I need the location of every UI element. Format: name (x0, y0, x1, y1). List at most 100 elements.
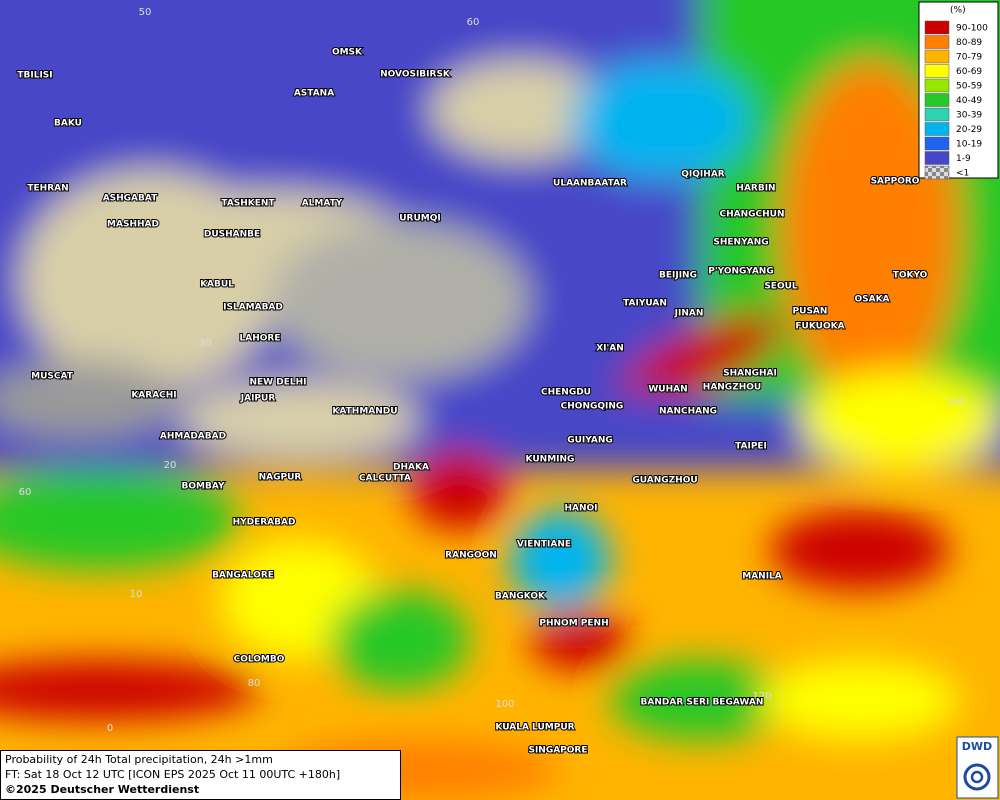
city-label: TAIYUAN (623, 299, 667, 309)
legend-swatch (924, 122, 950, 136)
legend-swatch (924, 107, 950, 122)
city-label: TASHKENT (221, 199, 275, 209)
city-label: ALMATY (302, 199, 343, 209)
legend-swatch (924, 64, 950, 78)
legend-swatch (924, 35, 950, 49)
city-label: NEW DELHI (250, 378, 307, 388)
grid-label: 60 (467, 17, 480, 28)
city-label: NAGPUR (259, 473, 302, 483)
city-label: BANGALORE (212, 571, 274, 581)
city-label: TEHRAN (27, 184, 68, 194)
city-label: MASHHAD (107, 220, 159, 230)
city-label: GUANGZHOU (632, 476, 697, 486)
grid-label: 0 (107, 723, 113, 734)
grid-label: 50 (139, 7, 152, 18)
city-label: KATHMANDU (332, 407, 397, 417)
city-label: HANGZHOU (703, 383, 761, 393)
city-label: COLOMBO (234, 655, 285, 665)
grid-label: 120 (752, 691, 771, 702)
city-label: KARACHI (131, 391, 176, 401)
footer-box (0, 750, 401, 800)
footer-line: FT: Sat 18 Oct 12 UTC [ICON EPS 2025 Oct… (5, 768, 340, 781)
city-label: ULAANBAATAR (553, 179, 627, 189)
city-label: KUALA LUMPUR (495, 723, 574, 733)
legend-swatch (924, 93, 950, 107)
legend-swatch (924, 151, 950, 165)
legend-swatch (924, 78, 950, 93)
city-label: BANDAR SERI BEGAWAN (641, 698, 764, 708)
city-label: TBILISI (17, 71, 52, 81)
city-label: FUKUOKA (795, 322, 844, 332)
legend-unit: (%) (950, 6, 966, 16)
city-label: CHANGCHUN (720, 210, 785, 220)
city-label: NANCHANG (659, 407, 717, 417)
city-label: SHENYANG (713, 238, 768, 248)
city-label: CHENGDU (541, 388, 591, 398)
legend-swatch (924, 136, 950, 151)
city-label: NOVOSIBIRSK (380, 70, 451, 80)
legend-swatch (924, 49, 950, 64)
city-label: XI'AN (596, 344, 624, 354)
city-label: JAIPUR (240, 394, 276, 404)
legend-label: 80-89 (956, 38, 982, 48)
city-label: DUSHANBE (204, 230, 260, 240)
city-label: DHAKA (393, 463, 429, 473)
city-label: BAKU (54, 119, 82, 129)
city-label: TAIPEI (735, 442, 767, 452)
legend-label: 10-19 (956, 140, 982, 150)
grid-label: 60 (19, 487, 32, 498)
city-label: GUIYANG (567, 436, 613, 446)
legend-label: 30-39 (956, 111, 982, 121)
city-label: OMSK (332, 48, 363, 58)
legend-swatch (924, 165, 950, 180)
footer-line: Probability of 24h Total precipitation, … (5, 753, 273, 766)
city-label: ASHGABAT (103, 194, 158, 204)
city-label: CHONGQING (561, 402, 624, 412)
city-label: MANILA (742, 572, 782, 582)
legend-label: 60-69 (956, 67, 982, 77)
city-label: HANOI (564, 504, 597, 514)
city-label: BEIJING (659, 271, 697, 281)
city-label: HYDERABAD (233, 518, 296, 528)
city-label: BOMBAY (182, 482, 225, 492)
legend: (%) 90-100 80-89 70-79 60-69 50-59 40-49 30-39 2… (918, 1, 999, 180)
footer-line: ©2025 Deutscher Wetterdienst (5, 783, 199, 796)
grid-label: 80 (248, 678, 261, 689)
legend-label: 1-9 (956, 154, 971, 164)
city-label: QIQIHAR (681, 170, 724, 180)
city-label: SAPPORO (871, 177, 920, 187)
city-label: LAHORE (240, 334, 281, 344)
legend-label: 70-79 (956, 53, 982, 63)
city-label: CALCUTTA (359, 474, 411, 484)
city-label: AHMADABAD (160, 432, 226, 442)
city-label: TOKYO (893, 271, 928, 281)
city-label: SHANGHAI (723, 369, 777, 379)
legend-label: 20-29 (956, 125, 982, 135)
city-label: SEOUL (764, 282, 798, 292)
city-label: P'YONGYANG (708, 267, 773, 277)
legend-label: <1 (956, 169, 969, 179)
legend-label: 50-59 (956, 82, 982, 92)
city-label: WUHAN (648, 385, 687, 395)
grid-label: 30 (199, 338, 212, 349)
city-label: VIENTIANE (517, 540, 571, 550)
city-label: ASTANA (294, 89, 334, 99)
city-label: PUSAN (793, 307, 828, 317)
legend-swatch (924, 20, 950, 35)
logo-text: DWD (962, 740, 992, 753)
city-label: OSAKA (854, 295, 889, 305)
legend-label: 90-100 (956, 24, 988, 34)
city-label: JINAN (674, 309, 704, 319)
city-label: ISLAMABAD (223, 303, 283, 313)
grid-label: 100 (495, 699, 514, 710)
logo-swirl-inner (970, 770, 984, 784)
city-label: HARBIN (736, 184, 775, 194)
logo-swirl (963, 763, 991, 791)
legend-label: 40-49 (956, 96, 982, 106)
city-label: URUMQI (399, 214, 441, 224)
city-label: KABUL (200, 280, 234, 290)
grid-label: 10 (130, 589, 143, 600)
city-label: BANGKOK (495, 592, 546, 602)
